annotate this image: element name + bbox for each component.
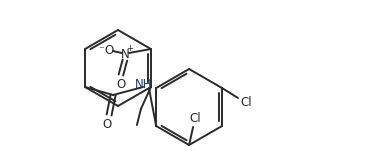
- Text: N: N: [121, 48, 129, 61]
- Text: O: O: [102, 119, 112, 132]
- Text: ⁻: ⁻: [98, 45, 104, 55]
- Text: O: O: [104, 45, 114, 58]
- Text: O: O: [116, 79, 125, 92]
- Text: NH: NH: [135, 77, 153, 90]
- Text: Cl: Cl: [240, 96, 252, 109]
- Text: Cl: Cl: [189, 112, 201, 125]
- Text: +: +: [127, 45, 133, 53]
